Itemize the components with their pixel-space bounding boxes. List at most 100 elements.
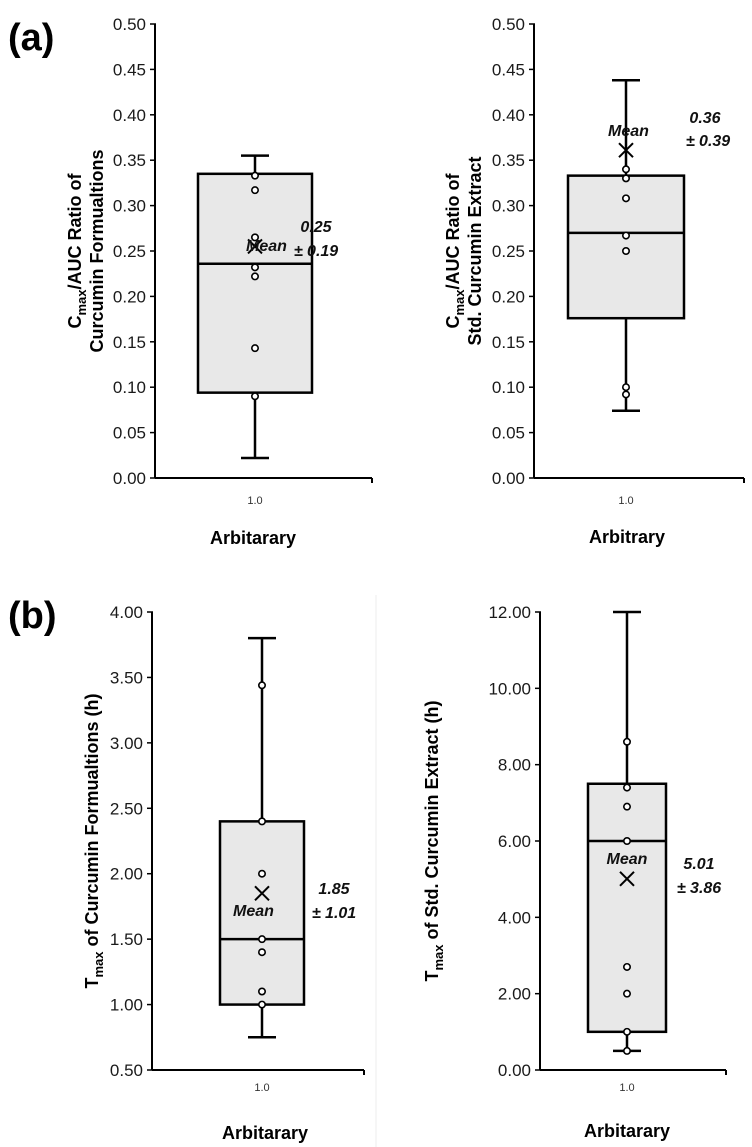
y-tick-label: 0.45 [492, 60, 525, 79]
x-category-label: 1.0 [619, 1082, 634, 1094]
y-axis-label-rest: of Std. Curcumin Extract (h) [422, 700, 442, 944]
y-tick-label: 3.50 [110, 668, 143, 687]
mean-marker-stroke [247, 238, 263, 255]
y-axis-label-line1: Cmax/AUC Ratio of [443, 172, 467, 328]
data-point [622, 802, 631, 811]
y-tick-label: 2.00 [498, 985, 531, 1004]
data-point [622, 989, 631, 998]
y-axis-label-main: T [422, 971, 442, 982]
y-tick-label: 12.00 [488, 603, 531, 622]
y-axis-label-sub: max [91, 951, 106, 978]
y-tick-label: 4.00 [498, 908, 531, 927]
panel-label-b: (b) [8, 595, 57, 637]
data-point [621, 247, 630, 256]
plots: 0.00 0.05 0.10 0.15 0.20 0.25 0.30 0.35 0.40 0.45… [65, 15, 745, 1143]
data-point [257, 948, 266, 957]
mean-marker [618, 142, 634, 158]
mean-marker [254, 885, 270, 902]
y-tick-label: 0.30 [113, 197, 146, 216]
x-axis-label: Arbitarary [210, 528, 296, 548]
data-point [257, 1000, 266, 1009]
y-tick-label: 0.15 [113, 333, 146, 352]
y-axis-label: Cmax/AUC Ratio of Std. Curcumin Extract [443, 156, 485, 345]
mean-value-label: 0.36 [689, 110, 720, 127]
y-axis-label-rest: /AUC Ratio of [65, 172, 85, 289]
y-axis-label-line2: Std. Curcumin Extract [465, 156, 485, 345]
x-axis-label: Arbitarary [222, 1123, 308, 1143]
sd-value-label: ± 1.01 [312, 905, 356, 922]
data-point [622, 1027, 631, 1036]
y-axis-label-line1: Cmax/AUC Ratio of [65, 172, 89, 328]
y-tick-label: 0.50 [492, 15, 525, 34]
y-axis-label-rest: of Curcumin Formualtions (h) [82, 693, 102, 951]
mean-word-label: Mean [608, 123, 649, 140]
data-point [251, 263, 260, 272]
y-tick-label: 0.50 [113, 15, 146, 34]
y-axis-label-main: C [443, 316, 463, 329]
data-point [621, 194, 630, 203]
y-tick-label: 0.35 [113, 151, 146, 170]
data-point [251, 171, 260, 180]
y-axis-label-sub: max [452, 289, 467, 316]
data-point [622, 962, 631, 971]
y-tick-label: 3.00 [110, 734, 143, 753]
x-category-label: 1.0 [254, 1082, 269, 1094]
y-axis-label-sub: max [74, 289, 89, 316]
sd-value-label: ± 0.19 [294, 243, 338, 260]
y-tick-label: 0.20 [113, 287, 146, 306]
y-tick-label: 0.15 [492, 333, 525, 352]
panel-label-a: (a) [8, 17, 54, 59]
y-tick-label: 0.10 [113, 378, 146, 397]
box-iqr [196, 172, 314, 394]
data-point [251, 392, 260, 401]
data-point [257, 935, 266, 944]
y-tick-label: 0.45 [113, 60, 146, 79]
y-tick-label: 0.40 [492, 106, 525, 125]
data-point [251, 344, 260, 353]
mean-value-label: 1.85 [318, 881, 350, 898]
y-tick-label: 8.00 [498, 756, 531, 775]
y-tick-label: 0.00 [113, 469, 146, 488]
sd-value-label: ± 3.86 [677, 880, 721, 897]
y-tick-label: 1.00 [110, 996, 143, 1015]
y-tick-label: 0.10 [492, 378, 525, 397]
y-tick-label: 0.00 [498, 1061, 531, 1080]
y-axis-label-line2: Curcumin Formualtions [87, 149, 107, 352]
data-point [621, 231, 630, 240]
box-plot-1: 0.00 0.05 0.10 0.15 0.20 0.25 0.30 0.35 0.40 0.45… [65, 15, 373, 548]
y-axis-label-sub: max [431, 944, 446, 971]
data-point [622, 783, 631, 792]
y-axis-label-main: T [82, 978, 102, 989]
x-axis-label: Arbitarary [584, 1121, 670, 1141]
mean-word-label: Mean [233, 903, 274, 920]
x-axis-label: Arbitrary [589, 527, 665, 547]
y-tick-label: 0.00 [492, 469, 525, 488]
data-point [621, 390, 630, 399]
y-axis-label: Tmax of Std. Curcumin Extract (h) [422, 700, 446, 981]
x-category-label: 1.0 [247, 495, 262, 507]
y-tick-label: 0.35 [492, 151, 525, 170]
mean-value-label: 5.01 [683, 856, 714, 873]
data-point [257, 817, 266, 826]
y-tick-label: 0.25 [113, 242, 146, 261]
y-tick-label: 0.05 [492, 424, 525, 443]
mean-marker-stroke [254, 885, 270, 902]
mean-marker [619, 871, 635, 887]
data-point [621, 383, 630, 392]
y-axis-label: Tmax of Curcumin Formualtions (h) [82, 693, 106, 988]
x-category-label: 1.0 [618, 495, 633, 507]
y-tick-label: 0.40 [113, 106, 146, 125]
data-point [251, 233, 260, 242]
sd-value-label: ± 0.39 [686, 133, 730, 150]
box-plot-4: 0.00 2.00 4.00 6.00 8.00 10.00 12.00 1.0 Arbitar… [422, 603, 727, 1141]
y-tick-label: 2.00 [110, 865, 143, 884]
mean-word-label: Mean [607, 851, 648, 868]
y-tick-label: 0.50 [110, 1061, 143, 1080]
y-tick-label: 2.50 [110, 799, 143, 818]
data-point [257, 987, 266, 996]
y-tick-label: 4.00 [110, 603, 143, 622]
mean-marker-stroke [618, 142, 634, 158]
y-tick-label: 0.05 [113, 424, 146, 443]
y-tick-label: 0.25 [492, 242, 525, 261]
